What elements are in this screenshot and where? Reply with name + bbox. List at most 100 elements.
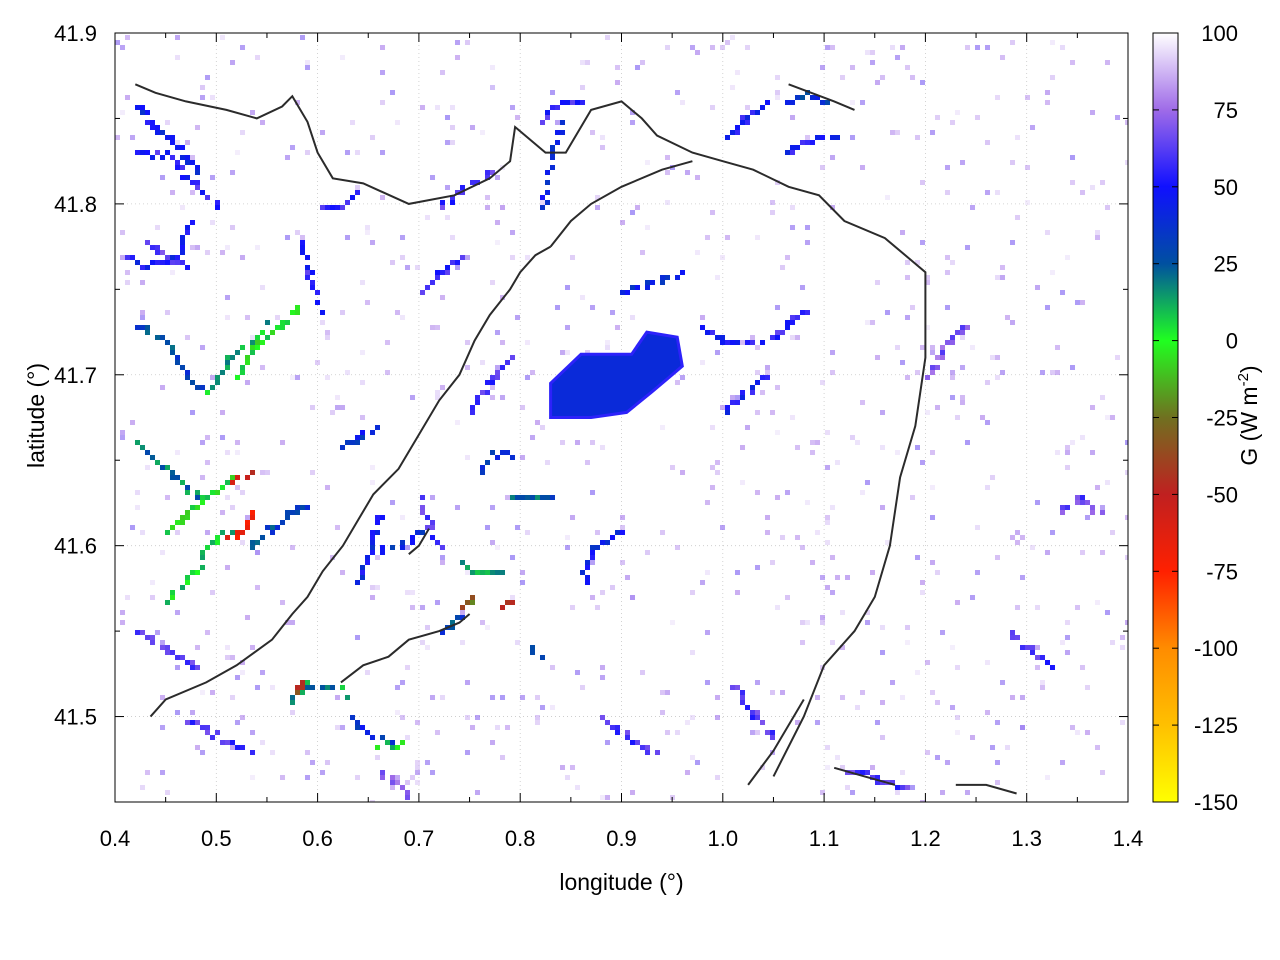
heat-cell <box>495 175 500 180</box>
heat-cell <box>1080 550 1085 555</box>
heat-cell <box>195 185 200 190</box>
heat-cell <box>475 400 480 405</box>
heat-cell <box>145 450 150 455</box>
heat-cell <box>310 285 315 290</box>
heat-cell <box>920 580 925 585</box>
heat-cell <box>665 690 670 695</box>
heat-cell <box>865 620 870 625</box>
heat-cell <box>670 620 675 625</box>
heat-cell <box>855 705 860 710</box>
heat-cell <box>715 775 720 780</box>
heat-cell <box>630 285 635 290</box>
heat-cell <box>920 345 925 350</box>
heat-cell <box>680 375 685 380</box>
heat-cell <box>440 200 445 205</box>
heat-cell <box>600 145 605 150</box>
heat-cell <box>175 655 180 660</box>
heat-cell <box>180 175 185 180</box>
heat-cell <box>1120 720 1125 725</box>
heat-cell <box>985 190 990 195</box>
heat-cell <box>735 70 740 75</box>
heat-cell <box>250 730 255 735</box>
heat-cell <box>765 730 770 735</box>
heat-cell <box>1060 760 1065 765</box>
heat-cell <box>660 425 665 430</box>
heat-cell <box>740 445 745 450</box>
heat-cell <box>625 730 630 735</box>
heat-cell <box>345 370 350 375</box>
contour-line <box>747 698 805 786</box>
heat-cell <box>225 315 230 320</box>
heat-cell <box>1085 685 1090 690</box>
heat-cell <box>865 770 870 775</box>
heat-cell <box>440 385 445 390</box>
heat-cell <box>200 190 205 195</box>
heat-cell <box>120 255 125 260</box>
heat-cell <box>440 555 445 560</box>
heat-cell <box>495 570 500 575</box>
heat-cell <box>810 450 815 455</box>
colorbar-tick-label: -100 <box>1194 636 1238 661</box>
heat-cell <box>730 685 735 690</box>
heat-cell <box>190 505 195 510</box>
heat-cell <box>470 180 475 185</box>
heat-cell <box>1025 165 1030 170</box>
heat-cell <box>750 730 755 735</box>
heat-cell <box>225 655 230 660</box>
heat-cell <box>1090 185 1095 190</box>
heat-cell <box>785 325 790 330</box>
heat-cell <box>170 350 175 355</box>
heat-cell <box>1070 365 1075 370</box>
heat-cell <box>1125 555 1128 560</box>
heat-cell <box>1045 550 1050 555</box>
heat-cell <box>1010 40 1015 45</box>
heat-cell <box>435 540 440 545</box>
heat-cell <box>605 740 610 745</box>
heat-cell <box>830 155 835 160</box>
heat-cell <box>280 775 285 780</box>
heat-cell <box>170 190 175 195</box>
heat-cell <box>235 450 240 455</box>
heat-cell <box>140 530 145 535</box>
heat-cell <box>305 60 310 65</box>
heat-cell <box>905 65 910 70</box>
heat-cell <box>185 160 190 165</box>
heat-cell <box>605 345 610 350</box>
heat-cell <box>645 225 650 230</box>
heat-cell <box>490 505 495 510</box>
heat-cell <box>1070 725 1075 730</box>
heat-cell <box>1040 680 1045 685</box>
heat-cell <box>370 540 375 545</box>
heat-cell <box>210 690 215 695</box>
heat-cell <box>1015 215 1020 220</box>
heat-cell <box>200 725 205 730</box>
heat-cell <box>265 320 270 325</box>
heat-cell <box>865 480 870 485</box>
heat-cell <box>830 370 835 375</box>
heat-cell <box>645 745 650 750</box>
heat-cell <box>525 375 530 380</box>
heat-cell <box>735 125 740 130</box>
heat-cell <box>390 785 395 790</box>
heat-cell <box>995 190 1000 195</box>
heat-cell <box>630 790 635 795</box>
heat-cell <box>950 120 955 125</box>
heat-cell <box>240 530 245 535</box>
heat-cell <box>255 55 260 60</box>
heat-cell <box>550 165 555 170</box>
heat-cell <box>525 495 530 500</box>
heat-cell <box>140 325 145 330</box>
heat-cell <box>145 770 150 775</box>
heat-cell <box>840 75 845 80</box>
heat-cell <box>925 410 930 415</box>
heat-cell <box>1040 370 1045 375</box>
heat-cell <box>545 110 550 115</box>
heat-cell <box>200 500 205 505</box>
heat-cell <box>770 200 775 205</box>
heat-cell <box>1080 300 1085 305</box>
heat-cell <box>945 340 950 345</box>
heat-cell <box>395 745 400 750</box>
heat-cell <box>225 245 230 250</box>
heat-cell <box>900 230 905 235</box>
heat-cell <box>400 235 405 240</box>
